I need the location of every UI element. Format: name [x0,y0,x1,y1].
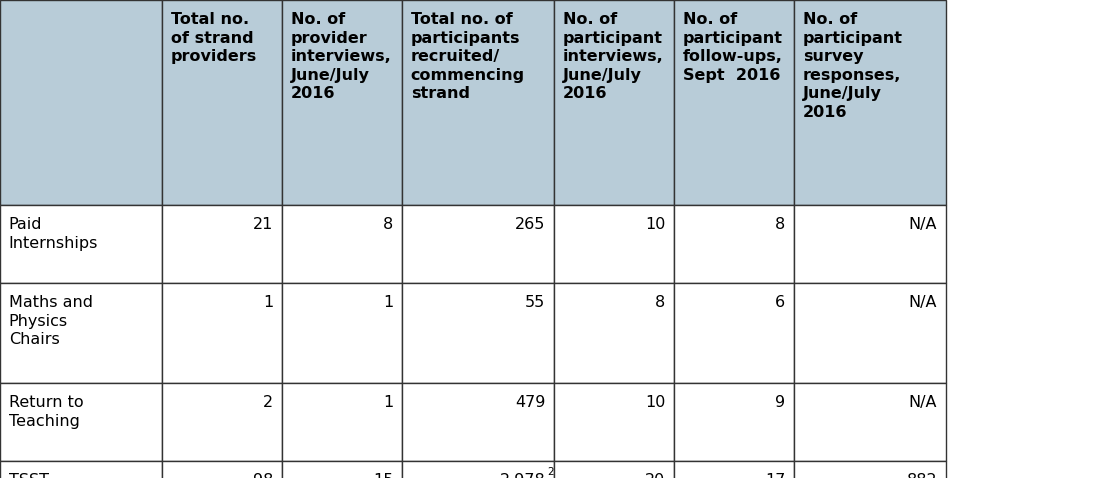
Text: No. of
participant
interviews,
June/July
2016: No. of participant interviews, June/July… [562,12,663,101]
Bar [402,205,554,283]
Bar [162,383,282,461]
Text: 8: 8 [655,295,665,310]
Text: 2,978: 2,978 [499,473,545,478]
Text: 8: 8 [775,217,785,232]
Text: 9: 9 [775,395,785,410]
Bar [162,461,282,478]
Bar [282,0,402,205]
Text: 882: 882 [907,473,938,478]
Bar [0,383,162,461]
Text: N/A: N/A [909,217,938,232]
Bar [794,461,946,478]
Bar [554,283,674,383]
Text: 265: 265 [515,217,545,232]
Bar [162,0,282,205]
Bar [674,205,794,283]
Text: 55: 55 [525,295,545,310]
Text: No. of
participant
survey
responses,
June/July
2016: No. of participant survey responses, Jun… [803,12,903,120]
Text: 2: 2 [263,395,273,410]
Text: Maths and
Physics
Chairs: Maths and Physics Chairs [9,295,93,347]
Bar [402,0,554,205]
Bar [794,383,946,461]
Bar [554,461,674,478]
Bar [554,0,674,205]
Text: No. of
provider
interviews,
June/July
2016: No. of provider interviews, June/July 20… [291,12,392,101]
Bar [0,461,162,478]
Bar [402,461,554,478]
Bar [402,283,554,383]
Bar [282,383,402,461]
Text: 1: 1 [262,295,273,310]
Bar [674,283,794,383]
Bar [162,283,282,383]
Bar [554,205,674,283]
Bar [674,0,794,205]
Bar [794,283,946,383]
Bar [282,283,402,383]
Bar [282,205,402,283]
Bar [794,0,946,205]
Bar [282,461,402,478]
Text: 10: 10 [644,395,665,410]
Text: N/A: N/A [909,295,938,310]
Text: No. of
participant
follow-ups,
Sept  2016: No. of participant follow-ups, Sept 2016 [683,12,783,83]
Bar [674,461,794,478]
Bar [794,205,946,283]
Bar [402,383,554,461]
Text: 98: 98 [252,473,273,478]
Text: 21: 21 [252,217,273,232]
Text: 8: 8 [383,217,393,232]
Bar [554,383,674,461]
Text: 2: 2 [547,467,554,477]
Text: 20: 20 [645,473,665,478]
Text: Total no. of
participants
recruited/
commencing
strand: Total no. of participants recruited/ com… [411,12,525,101]
Text: 1: 1 [383,395,393,410]
Text: Paid
Internships: Paid Internships [9,217,99,250]
Text: 10: 10 [644,217,665,232]
Text: 1: 1 [383,295,393,310]
Bar [674,383,794,461]
Text: 17: 17 [765,473,785,478]
Bar [0,0,162,205]
Text: 15: 15 [373,473,393,478]
Bar [162,205,282,283]
Text: Total no.
of strand
providers: Total no. of strand providers [170,12,257,64]
Text: 6: 6 [775,295,785,310]
Text: Return to
Teaching: Return to Teaching [9,395,83,429]
Text: TSST: TSST [9,473,49,478]
Text: N/A: N/A [909,395,938,410]
Text: 479: 479 [515,395,545,410]
Bar [0,283,162,383]
Bar [0,205,162,283]
